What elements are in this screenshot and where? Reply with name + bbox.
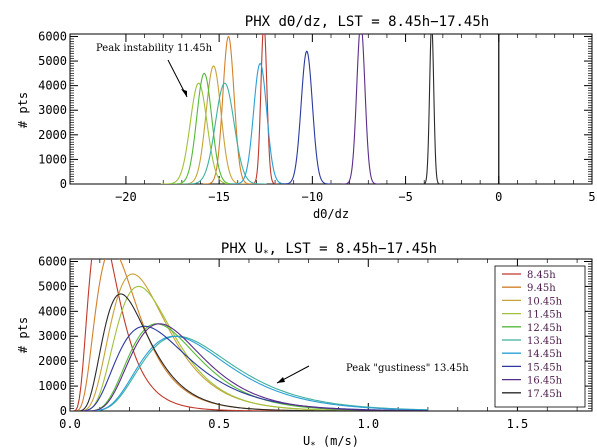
top-annotation: Peak instability 11.45h xyxy=(96,43,213,54)
bottom-y-tick-label: 5000 xyxy=(38,279,67,293)
top-chart-title: PHX dΘ/dz, LST = 8.45h−17.45h xyxy=(245,14,489,30)
bottom-series-8.45h xyxy=(70,259,429,411)
top-y-tick-label: 5000 xyxy=(38,54,67,68)
legend-label: 9.45h xyxy=(527,283,556,294)
top-series-13.45h xyxy=(182,82,267,184)
top-series-12.45h xyxy=(170,72,238,184)
top-x-tick-label: −10 xyxy=(302,190,324,204)
top-y-tick-label: 4000 xyxy=(38,79,67,93)
top-axes: 0 1000 2000 3000 4000 5000 6000 −20 −15 −10 −5 0 5 xyxy=(38,29,596,204)
bottom-curves xyxy=(70,259,429,411)
legend-label: 12.45h xyxy=(527,323,563,334)
top-series-11.45h xyxy=(160,82,237,184)
top-x-tick-label: 0 xyxy=(495,190,502,204)
top-x-tick-label: −20 xyxy=(115,190,137,204)
top-y-axis-label: # pts xyxy=(16,92,30,128)
bottom-series-17.45h xyxy=(70,293,429,411)
bottom-y-tick-label: 0 xyxy=(60,404,67,418)
bottom-y-axis-label: # pts xyxy=(16,317,30,353)
top-x-tick-label: −5 xyxy=(398,190,412,204)
top-curves xyxy=(160,34,500,184)
legend-label: 11.45h xyxy=(527,310,563,321)
bottom-y-tick-label: 3000 xyxy=(38,329,67,343)
legend: 8.45h 9.45h 10.45h 11.45h 12.45h 13.45h 14.45h… xyxy=(502,270,563,400)
bottom-y-tick-label: 6000 xyxy=(38,254,67,268)
bottom-x-tick-label: 0.5 xyxy=(208,417,230,431)
legend-label: 8.45h xyxy=(527,270,556,281)
top-x-tick-label: 5 xyxy=(588,190,595,204)
bottom-x-axis-label: U* (m/s) xyxy=(303,434,359,448)
top-series-14.45h xyxy=(230,62,290,184)
legend-label: 13.45h xyxy=(527,336,563,347)
bottom-y-tick-label: 1000 xyxy=(38,379,67,393)
bottom-y-tick-label: 4000 xyxy=(38,304,67,318)
bottom-annotation: Peak "gustiness" 13.45h xyxy=(346,363,469,374)
bottom-x-tick-label: 0.0 xyxy=(59,417,81,431)
bottom-x-tick-label: 1.5 xyxy=(507,417,529,431)
bottom-y-tick-label: 2000 xyxy=(38,354,67,368)
bottom-x-tick-label: 1.0 xyxy=(357,417,379,431)
top-series-9.45h xyxy=(203,35,254,184)
legend-label: 10.45h xyxy=(527,296,563,307)
top-y-tick-label: 3000 xyxy=(38,103,67,117)
bottom-panel: PHX U*, LST = 8.45h−17.45h 0 1000 2000 3000… xyxy=(16,241,593,448)
top-series-16.45h xyxy=(342,34,380,184)
bottom-series-14.45h xyxy=(70,335,429,411)
legend-label: 15.45h xyxy=(527,362,563,373)
legend-label: 14.45h xyxy=(527,349,563,360)
bottom-axes: 0 1000 2000 3000 4000 5000 6000 0.0 0.5 1.0 1.5 xyxy=(38,254,592,431)
legend-label: 16.45h xyxy=(527,376,563,387)
top-y-tick-label: 1000 xyxy=(38,152,67,166)
top-panel: PHX dΘ/dz, LST = 8.45h−17.45h 0 1000 2000 3… xyxy=(16,14,596,221)
top-annotation-arrowhead xyxy=(181,89,187,97)
top-y-tick-label: 6000 xyxy=(38,29,67,43)
bottom-annotation-arrowhead xyxy=(277,377,285,383)
top-plot-frame xyxy=(69,33,593,185)
top-y-tick-label: 0 xyxy=(60,177,67,191)
bottom-chart-title: PHX U*, LST = 8.45h−17.45h xyxy=(221,241,437,259)
top-series-15.45h xyxy=(281,50,332,184)
top-x-axis-label: dΘ/dz xyxy=(313,207,349,221)
legend-label: 17.45h xyxy=(527,389,563,400)
top-series-8.45h xyxy=(250,34,278,184)
top-series-17.45h xyxy=(422,34,441,184)
top-x-tick-label: −15 xyxy=(208,190,230,204)
top-y-tick-label: 2000 xyxy=(38,128,67,142)
top-series-10.45h xyxy=(179,65,248,184)
bottom-series-13.45h xyxy=(70,335,429,411)
legend-box xyxy=(494,265,586,408)
bottom-series-16.45h xyxy=(70,323,429,411)
bottom-series-9.45h xyxy=(70,259,429,411)
